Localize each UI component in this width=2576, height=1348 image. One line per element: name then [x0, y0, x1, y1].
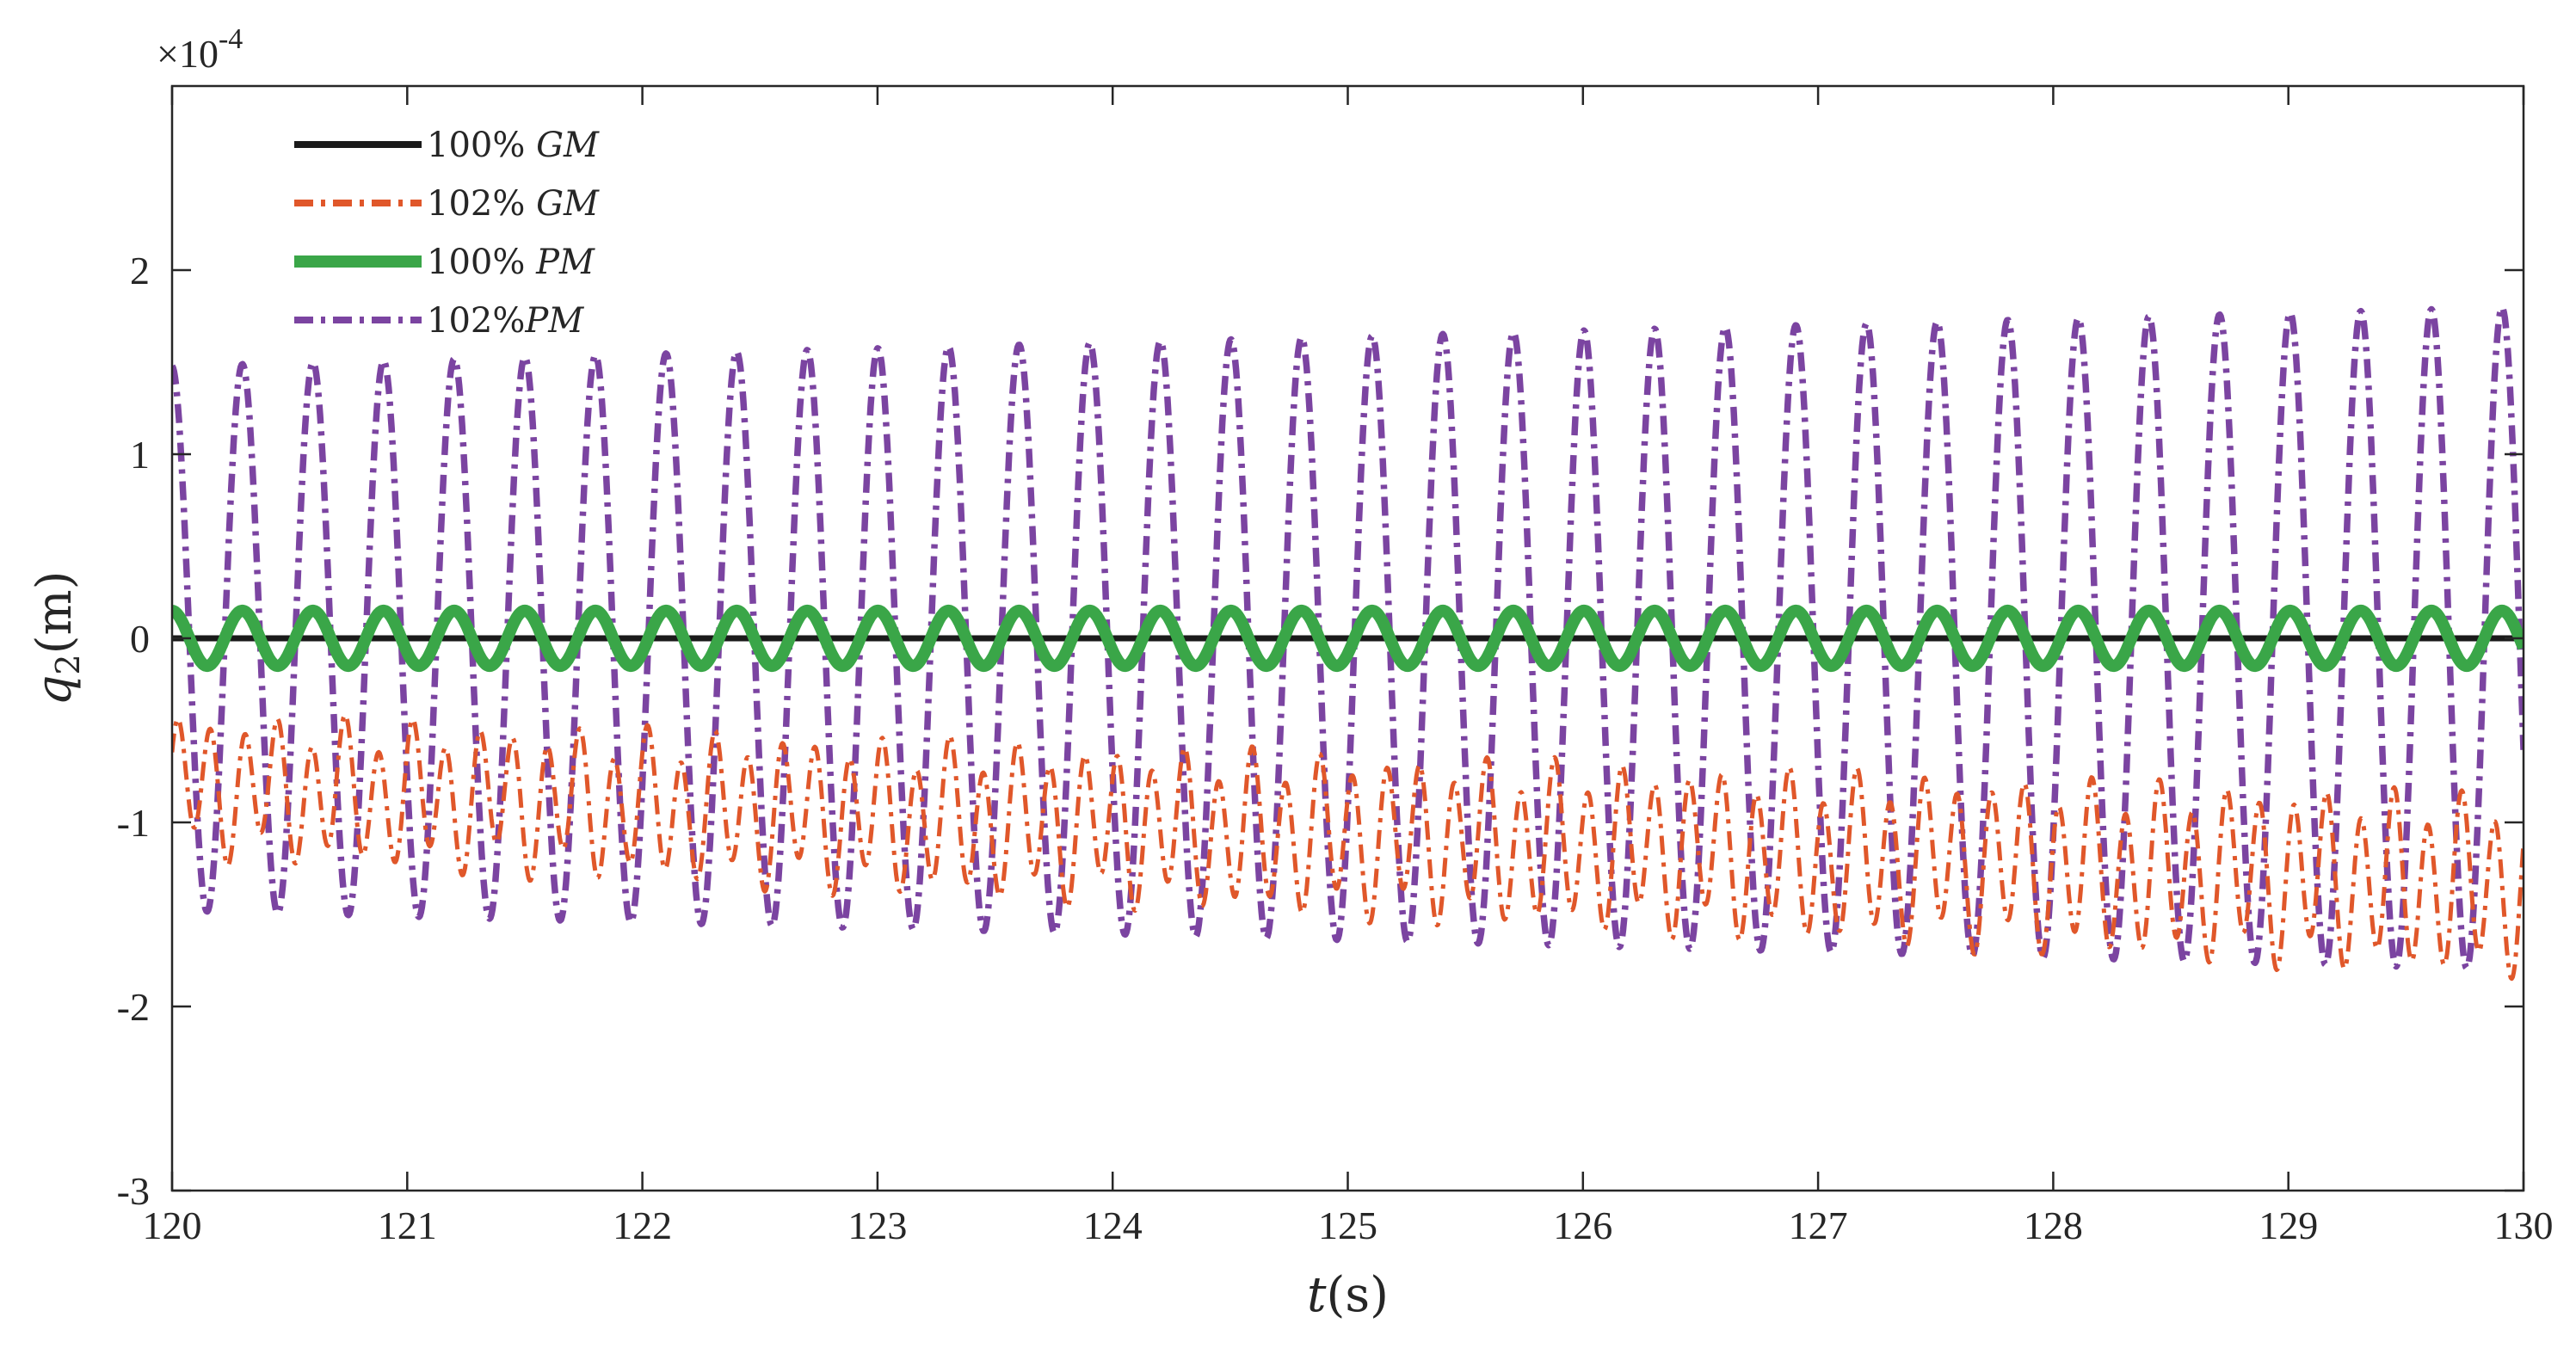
x-tick-label: 125: [1318, 1203, 1377, 1247]
x-tick-label: 127: [1789, 1203, 1848, 1247]
y-tick-label: -3: [117, 1169, 150, 1213]
y-axis-subscript: 2: [49, 654, 87, 674]
x-tick-label: 122: [613, 1203, 672, 1247]
legend-pct: 100%: [427, 126, 536, 165]
legend-label-1: 102% GM: [427, 184, 600, 224]
x-tick-label: 129: [2259, 1203, 2318, 1247]
y-exponent-base: ×10: [157, 32, 219, 76]
legend-label-2: 100% PM: [427, 243, 595, 282]
y-tick-label: 1: [130, 433, 150, 477]
y-tick-label: -2: [117, 985, 150, 1029]
legend-model: GM: [536, 184, 600, 224]
x-axis-unit: (s): [1327, 1267, 1389, 1323]
legend-pct: 102%: [427, 301, 525, 341]
y-tick-label: 2: [130, 249, 150, 292]
legend-pct: 100%: [427, 243, 536, 282]
x-tick-label: 120: [143, 1203, 202, 1247]
x-tick-label: 123: [847, 1203, 907, 1247]
series-layer: [172, 304, 2524, 982]
legend-model: PM: [524, 301, 584, 341]
y-axis-title: q2(m): [27, 571, 87, 706]
y-exponent-power: -4: [219, 23, 243, 55]
legend-model: GM: [536, 126, 600, 165]
x-tick-label: 121: [378, 1203, 437, 1247]
y-axis-unit: (m): [27, 571, 83, 655]
series-line-2: [172, 604, 2524, 673]
x-axis-variable: t: [1307, 1267, 1327, 1323]
x-tick-label: 126: [1553, 1203, 1612, 1247]
legend-model: PM: [535, 243, 595, 282]
y-tick-label: -1: [117, 801, 150, 845]
series-line-1: [172, 712, 2524, 982]
y-exponent-label: ×10-4: [157, 23, 243, 76]
ticks-layer: 120 121 122 123 124 125 126 127 128 129 130 -3 -2 -1 0…: [117, 86, 2554, 1247]
y-tick-label: 0: [130, 617, 150, 661]
legend-label-3: 102%PM: [427, 301, 584, 341]
x-axis-title: t(s): [1307, 1267, 1389, 1323]
legend-pct: 102%: [427, 184, 536, 224]
x-tick-label: 124: [1083, 1203, 1143, 1247]
legend-label-0: 100% GM: [427, 126, 600, 165]
x-tick-label: 128: [2024, 1203, 2083, 1247]
y-axis-variable: q: [27, 675, 83, 706]
x-tick-label: 130: [2494, 1203, 2554, 1247]
